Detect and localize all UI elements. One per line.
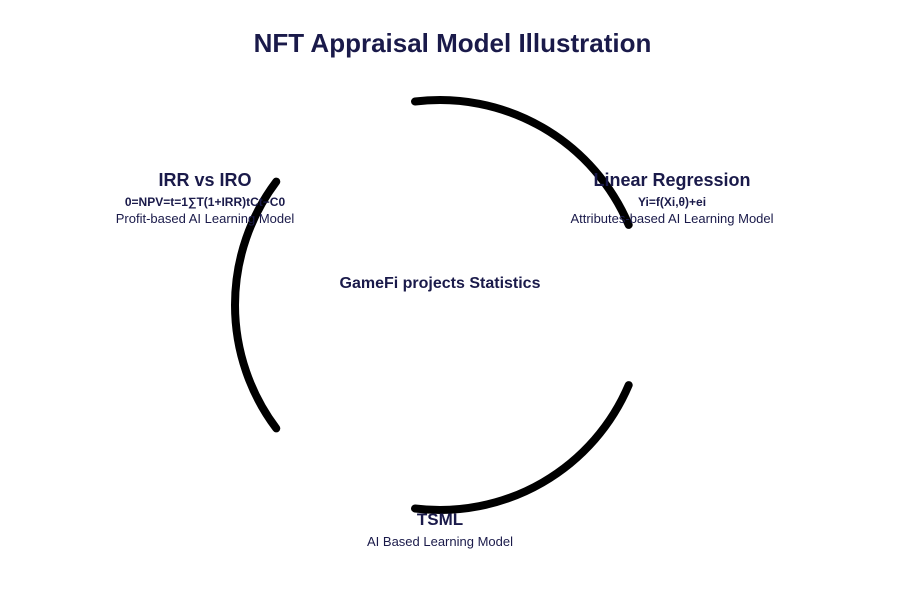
node-linear: Linear Regression Yi=f(Xi,θ)+ei Attribut… — [532, 170, 812, 226]
node-tsml: TSML AI Based Learning Model — [320, 510, 560, 549]
node-linear-heading: Linear Regression — [532, 170, 812, 191]
node-linear-formula: Yi=f(Xi,θ)+ei — [532, 195, 812, 209]
node-tsml-desc: AI Based Learning Model — [320, 534, 560, 549]
node-irr-heading: IRR vs IRO — [75, 170, 335, 191]
node-tsml-heading: TSML — [320, 510, 560, 530]
node-irr: IRR vs IRO 0=NPV=t=1∑T(1+IRR)tCt−C0 Prof… — [75, 170, 335, 226]
node-irr-desc: Profit-based AI Learning Model — [75, 211, 335, 226]
node-irr-formula: 0=NPV=t=1∑T(1+IRR)tCt−C0 — [75, 195, 335, 209]
diagram-title: NFT Appraisal Model Illustration — [0, 28, 905, 59]
node-linear-desc: Attributes-based AI Learning Model — [532, 211, 812, 226]
center-label: GameFi projects Statistics — [290, 275, 590, 293]
